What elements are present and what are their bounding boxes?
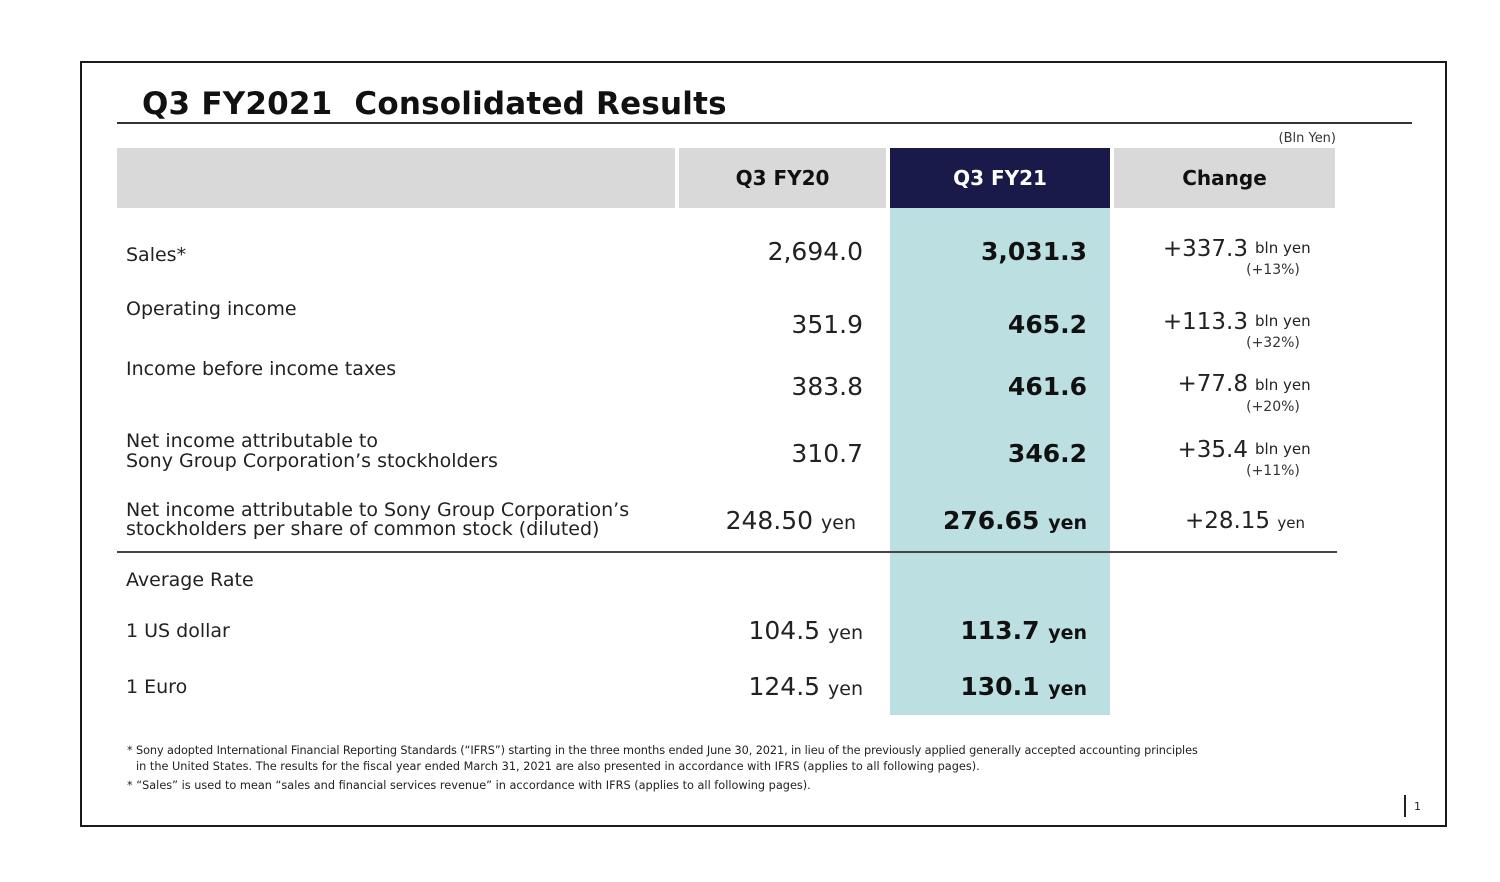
sales-change-value: +337.3 [1162,236,1248,262]
sales-change-percent: (+13%) [1246,262,1300,278]
eur-cur-number: 130.1 [960,672,1040,701]
usd-cur-unit: yen [1048,622,1087,644]
row-label-sales: Sales* [126,244,187,266]
net-income-change-unit: bln yen [1255,440,1311,458]
usd-prev-unit: yen [828,622,863,644]
row-label-eps-line2: stockholders per share of common stock (… [126,518,600,540]
sales-change-unit: bln yen [1255,239,1311,257]
net-income-change-value: +35.4 [1177,437,1248,463]
eur-prev-value: 124.5 yen [680,672,863,701]
eps-prev-value: 248.50 yen [680,506,856,535]
unit-note: (Bln Yen) [1278,131,1337,146]
net-income-prev-value: 310.7 [791,439,863,468]
income-before-taxes-cur-value: 461.6 [1007,372,1087,401]
usd-prev-number: 104.5 [748,616,821,645]
footnote-ifrs-line1: * Sony adopted International Financial R… [127,744,1198,757]
current-year-highlight-column [890,208,1110,715]
operating-income-change-percent: (+32%) [1246,335,1300,351]
eur-prev-unit: yen [828,678,863,700]
eps-prev-number: 248.50 [725,506,814,535]
page-title: Q3 FY2021 Consolidated Results [142,86,727,122]
header-change: Change [1114,148,1335,208]
net-income-change-percent: (+11%) [1246,463,1300,479]
eps-change-number: +28.15 [1184,508,1271,534]
income-before-taxes-prev-value: 383.8 [791,372,863,401]
eps-cur-number: 276.65 [942,506,1040,535]
net-income-cur-value: 346.2 [1007,439,1087,468]
eur-cur-value: 130.1 yen [890,672,1087,701]
title-underline [117,122,1412,124]
row-label-eps-line1: Net income attributable to Sony Group Co… [126,499,630,521]
eur-prev-number: 124.5 [748,672,821,701]
eps-cur-unit: yen [1048,512,1087,534]
header-q3-fy21: Q3 FY21 [890,148,1110,208]
operating-income-change-unit: bln yen [1255,312,1311,330]
header-blank-cell [117,148,675,208]
usd-prev-value: 104.5 yen [680,616,863,645]
income-before-taxes-change-value: +77.8 [1177,371,1248,397]
usd-cur-number: 113.7 [960,616,1040,645]
row-label-net-income-line1: Net income attributable to [126,430,378,452]
rate-label-us-dollar: 1 US dollar [126,620,230,642]
header-q3-fy20: Q3 FY20 [679,148,886,208]
section-divider [117,551,1337,553]
row-label-income-before-taxes: Income before income taxes [126,358,397,380]
income-before-taxes-change-percent: (+20%) [1246,399,1300,415]
eps-cur-value: 276.65 yen [890,506,1087,535]
income-before-taxes-change-unit: bln yen [1255,376,1311,394]
eur-cur-unit: yen [1048,678,1087,700]
operating-income-prev-value: 351.9 [791,310,863,339]
usd-cur-value: 113.7 yen [890,616,1087,645]
operating-income-change-value: +113.3 [1162,309,1248,335]
sales-prev-value: 2,694.0 [767,237,863,266]
average-rate-heading: Average Rate [126,569,254,591]
eps-prev-unit: yen [821,512,856,534]
row-label-net-income-line2: Sony Group Corporation’s stockholders [126,450,498,472]
eps-change-unit: yen [1277,514,1305,532]
page-number: 1 [1414,800,1421,813]
rate-label-euro: 1 Euro [126,676,188,698]
operating-income-cur-value: 465.2 [1007,310,1087,339]
footnote-ifrs-line2: in the United States. The results for th… [136,760,980,773]
page-number-bar [1404,795,1406,817]
sales-cur-value: 3,031.3 [981,237,1087,266]
eps-change-value: +28.15 yen [1150,508,1305,534]
row-label-operating-income: Operating income [126,298,297,320]
footnote-sales-definition: * “Sales” is used to mean “sales and fin… [127,779,811,792]
